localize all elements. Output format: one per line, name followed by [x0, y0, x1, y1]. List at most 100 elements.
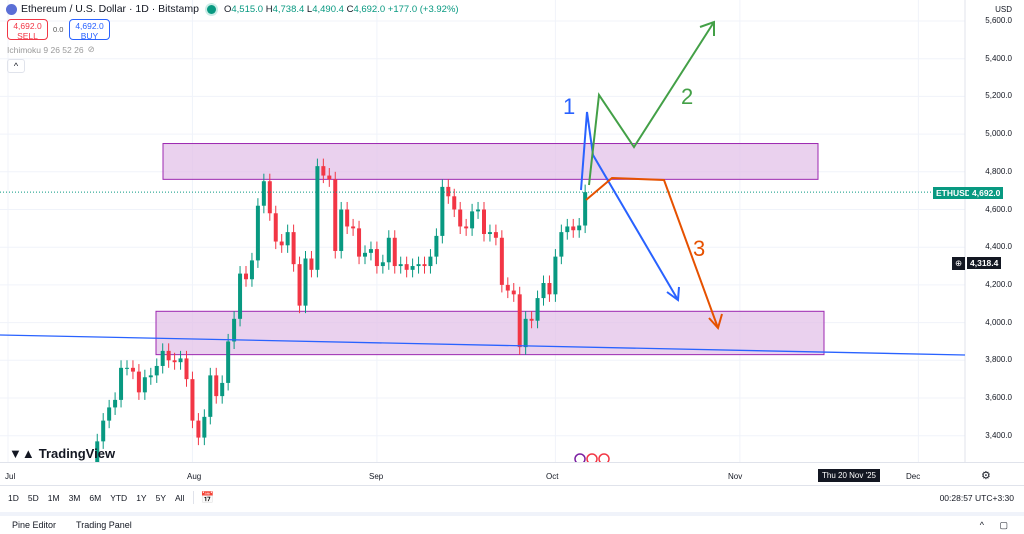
price-tick: 4,200.0 — [985, 279, 1012, 289]
candle-body — [101, 420, 106, 442]
open-label: O — [223, 3, 232, 15]
candle-body — [113, 399, 118, 408]
scenario-path-2 — [588, 21, 715, 186]
candle-body — [190, 379, 195, 421]
logo-text: TradingView — [38, 446, 116, 461]
candle-body — [523, 318, 528, 348]
annotation-label: 3 — [693, 236, 705, 261]
candle-body — [577, 225, 582, 231]
time-axis[interactable]: Jul Aug Sep Oct Nov Dec Thu 20 Nov '25 ⚙ — [0, 462, 1024, 485]
price-tick: 4,600.0 — [985, 204, 1012, 214]
sell-button[interactable]: 4,692.0 SELL — [7, 19, 48, 41]
candle-body — [220, 382, 225, 397]
maximize-icon[interactable]: ▢ — [999, 519, 1008, 530]
calendar-goto-icon[interactable]: 📅 — [193, 491, 214, 504]
range-1d[interactable]: 1D — [8, 492, 19, 503]
buy-label: BUY — [80, 31, 99, 41]
chevron-up-icon[interactable]: ^ — [979, 520, 984, 530]
price-tick: 3,400.0 — [985, 430, 1012, 440]
candle-body — [273, 213, 278, 242]
candle-body — [172, 360, 177, 363]
candle-body — [547, 283, 552, 295]
ohlc-values: O4,515.0 H4,738.4 L4,490.4 C4,692.0 +177… — [224, 4, 459, 15]
range-5d[interactable]: 5D — [27, 492, 39, 503]
candle-body — [422, 264, 427, 267]
tab-pine-editor[interactable]: Pine Editor — [12, 520, 57, 530]
candle-body — [541, 283, 546, 299]
eye-hidden-icon[interactable]: ⊘ — [87, 44, 95, 54]
symbol-tag: ETHUSD — [933, 187, 974, 199]
candle-body — [184, 358, 189, 380]
candle-body — [470, 211, 475, 229]
price-tick: 3,600.0 — [985, 393, 1012, 402]
time-label: Jul — [5, 472, 16, 481]
range-3m[interactable]: 3M — [68, 492, 81, 503]
candle-body — [493, 232, 498, 238]
scenario-path-3 — [585, 176, 719, 329]
range-all[interactable]: All — [175, 492, 185, 503]
price-tick: 5,200.0 — [985, 91, 1012, 101]
candle-body — [208, 375, 213, 417]
arrow-head-icon — [666, 286, 680, 302]
event-icon — [598, 453, 610, 465]
arrow-head-icon — [699, 20, 715, 36]
price-zone — [162, 143, 819, 180]
time-label: Aug — [187, 472, 202, 481]
candle-body — [202, 416, 207, 438]
range-1y[interactable]: 1Y — [136, 492, 147, 503]
chart-canvas[interactable]: 1 2 3 — [0, 0, 1024, 513]
candle-body — [357, 228, 362, 257]
indicator-legend[interactable]: Ichimoku 9 26 52 26 ⊘ — [7, 44, 95, 55]
candle-body — [279, 241, 284, 246]
candle-body — [166, 350, 171, 361]
candle-body — [363, 252, 367, 257]
collapse-legend-button[interactable]: ^ — [7, 59, 25, 73]
clock[interactable]: 00:28:57 UTC+3:30 — [939, 493, 1014, 503]
candle-body — [374, 249, 379, 267]
range-5y[interactable]: 5Y — [155, 492, 166, 503]
buy-button[interactable]: 4,692.0 BUY — [69, 19, 110, 41]
range-ytd[interactable]: YTD — [110, 492, 128, 503]
candle-body — [428, 256, 433, 267]
price-tick: 5,400.0 — [985, 53, 1012, 63]
range-1m[interactable]: 1M — [47, 492, 60, 503]
price-zone — [155, 310, 825, 356]
range-6m[interactable]: 6M — [89, 492, 102, 503]
candle-body — [119, 367, 124, 400]
last-price-tag: 4,692.0 — [969, 187, 1004, 199]
candle-body — [482, 209, 486, 235]
close-label: C — [346, 3, 354, 15]
candle-body — [297, 264, 302, 306]
candle-body — [267, 181, 272, 214]
crosshair-price-tag: 4,318.4 — [967, 257, 1002, 269]
price-tick: 4,800.0 — [985, 166, 1012, 176]
ethereum-icon — [6, 3, 17, 15]
price-tick: 4,000.0 — [985, 317, 1012, 327]
price-tick: 4,400.0 — [985, 242, 1012, 252]
candle-body — [136, 371, 141, 393]
range-toolbar: 1D 5D 1M 3M 6M YTD 1Y 5Y All 📅 00:28:57 … — [0, 485, 1024, 509]
candle-body — [476, 209, 481, 212]
change-value: +177.0 (+3.92%) — [387, 3, 459, 15]
candle-body — [440, 186, 445, 236]
market-open-icon — [206, 4, 216, 14]
low-value: 4,490.4 — [312, 3, 344, 15]
buy-price: 4,692.0 — [75, 21, 104, 31]
candle-body — [285, 232, 290, 246]
currency-label[interactable]: USD — [995, 5, 1012, 14]
candle-body — [464, 226, 469, 229]
candle-body — [244, 273, 248, 280]
candle-body — [303, 258, 308, 306]
candle-body — [452, 196, 457, 210]
low-label: L — [306, 3, 313, 15]
price-chart[interactable]: 1 2 3 — [0, 0, 1024, 513]
crosshair-plus-icon[interactable]: ⊕ — [952, 257, 966, 270]
tv-icon: ▼▲ — [9, 446, 35, 461]
open-value: 4,515.0 — [231, 3, 264, 15]
candle-body — [351, 226, 356, 229]
tab-trading-panel[interactable]: Trading Panel — [76, 520, 132, 530]
event-icon — [586, 453, 598, 465]
symbol-title[interactable]: Ethereum / U.S. Dollar · 1D · Bitstamp — [21, 3, 199, 15]
candle-body — [327, 175, 332, 180]
settings-gear-icon[interactable]: ⚙ — [981, 470, 991, 482]
